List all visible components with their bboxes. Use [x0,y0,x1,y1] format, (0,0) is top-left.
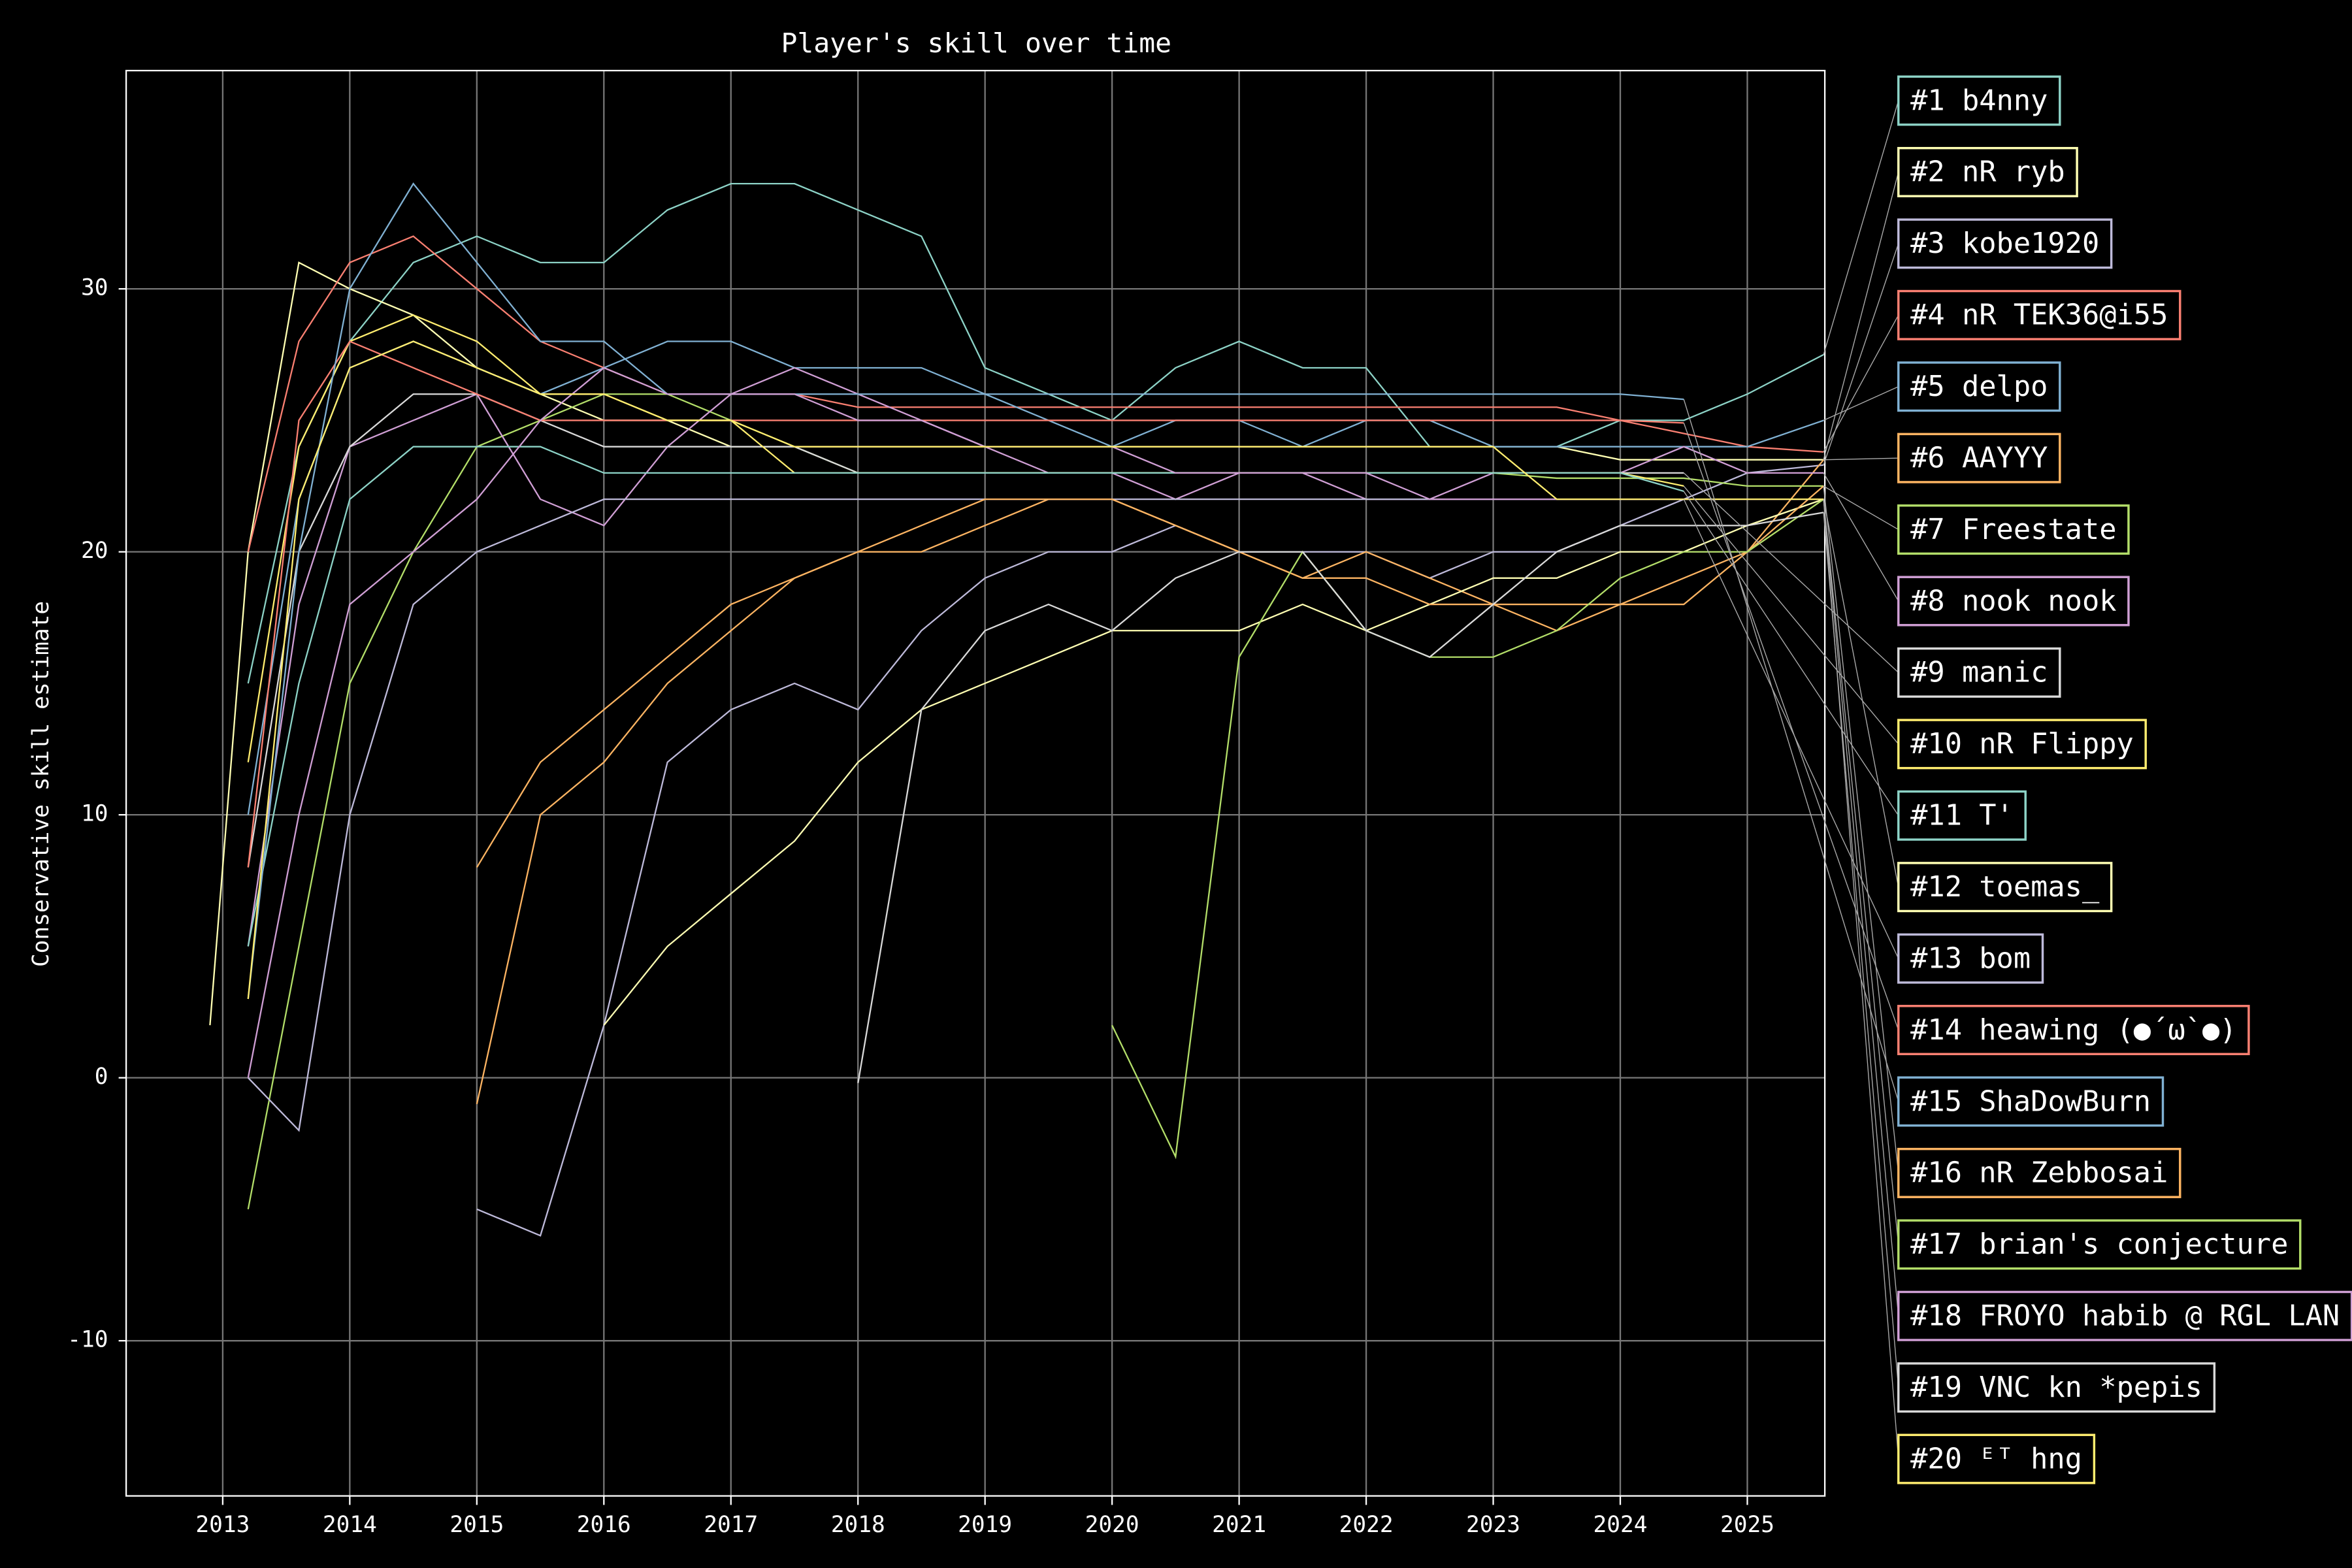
legend-box [1897,289,2181,340]
legend-connector [1823,243,1899,466]
legend-connector [1823,314,1899,453]
x-tick-label: 2014 [323,1512,377,1538]
legend-label: #1 b4nny [1910,84,2048,117]
y-tick-label: 20 [81,538,108,564]
legend-connector [1823,499,1899,887]
legend-box [1897,361,2061,412]
x-tick-label: 2025 [1720,1512,1774,1538]
x-tick-label: 2019 [958,1512,1012,1538]
legend-connector [1683,399,1899,1102]
legend-label: #16 nR Zebbosai [1910,1156,2168,1190]
legend-label: #9 manic [1910,656,2048,689]
x-tick-label: 2021 [1212,1512,1266,1538]
legend-connector [1823,457,1899,461]
legend-label: #15 ShaDowBurn [1910,1085,2151,1118]
legend-box [1897,218,2113,269]
y-tick-label: 30 [81,275,108,301]
legend-box [1897,1290,2352,1341]
legend-box [1897,933,2044,984]
legend-box [1897,1076,2164,1127]
legend-label: #7 Freestate [1910,513,2116,546]
x-tick-label: 2017 [704,1512,758,1538]
legend-label: #11 T' [1910,799,2014,832]
series-line [247,182,1684,1000]
legend-box [1897,790,2027,841]
legend-box [1897,75,2061,126]
legend-label: #12 toemas_ [1910,870,2100,904]
legend-connector [1823,100,1899,355]
y-tick-label: 10 [81,801,108,827]
y-tick-label: -10 [67,1327,108,1353]
axes-frame [125,69,1826,1497]
legend-label: #2 nR ryb [1910,155,2065,189]
chart-title: Player's skill over time [781,27,1171,59]
legend-box [1897,1362,2216,1413]
series-line [247,446,1684,947]
legend-label: #18 FROYO habib @ RGL LAN [1910,1299,2340,1333]
legend-box [1897,1005,2250,1056]
y-tick-label: 0 [95,1064,108,1090]
legend-label: #4 nR TEK36@i55 [1910,299,2168,332]
series-line [603,498,1824,1026]
legend-connector [1823,172,1899,460]
legend-connector [1823,499,1899,1245]
x-tick-label: 2023 [1466,1512,1520,1538]
legend-label: #20 ᴱᵀ hng [1910,1442,2082,1475]
legend-connector [1823,386,1899,421]
legend-label: #17 brian's conjecture [1910,1228,2288,1261]
legend-label: #6 AAYYY [1910,441,2048,474]
legend-box [1897,1219,2302,1270]
x-tick-label: 2020 [1085,1512,1139,1538]
x-tick-label: 2015 [449,1512,504,1538]
legend-connector [1823,472,1899,602]
legend-box [1897,719,2147,770]
legend-box [1897,1433,2096,1484]
series-line [1111,498,1824,1160]
x-tick-label: 2016 [577,1512,631,1538]
legend-label: #3 kobe1920 [1910,227,2099,260]
y-axis-label: Conservative skill estimate [28,601,54,967]
x-tick-label: 2018 [831,1512,885,1538]
legend-box [1897,504,2130,555]
legend-label: #8 nook nook [1910,584,2116,617]
series-line [476,485,1825,868]
legend-label: #5 delpo [1910,370,2048,403]
legend: #1 b4nny #2 nR ryb #3 kobe1920 #4 nR TEK36@… [1683,75,2352,1484]
legend-box [1897,647,2061,698]
series-line [247,340,1824,1000]
legend-label: #13 bom [1910,941,2031,975]
legend-connector [1683,491,1899,816]
legend-connector [1823,499,1899,1460]
legend-box [1897,576,2130,627]
legend-box [1897,1147,2181,1198]
series-line [857,512,1824,1083]
x-tick-label: 2013 [195,1512,250,1538]
series-line [247,340,1684,868]
legend-connector [1823,499,1899,1316]
legend-label: #19 VNC kn *pepis [1910,1371,2202,1404]
legend-label: #14 heawing (●´ω`●) [1910,1013,2236,1047]
x-tick-label: 2024 [1593,1512,1648,1538]
legend-label: #10 nR Flippy [1910,727,2134,760]
legend-connector [1823,485,1899,1173]
legend-box [1897,862,2113,913]
legend-connector [1683,498,1899,959]
legend-connector [1683,472,1899,673]
legend-connector [1823,485,1899,531]
x-tick-label: 2022 [1339,1512,1394,1538]
plot-area: -10 0 10 20 30 2013 2014 2015 2016 2017 2018 2019 20… [67,71,1825,1538]
legend-box [1897,433,2061,483]
legend-box [1897,146,2078,197]
